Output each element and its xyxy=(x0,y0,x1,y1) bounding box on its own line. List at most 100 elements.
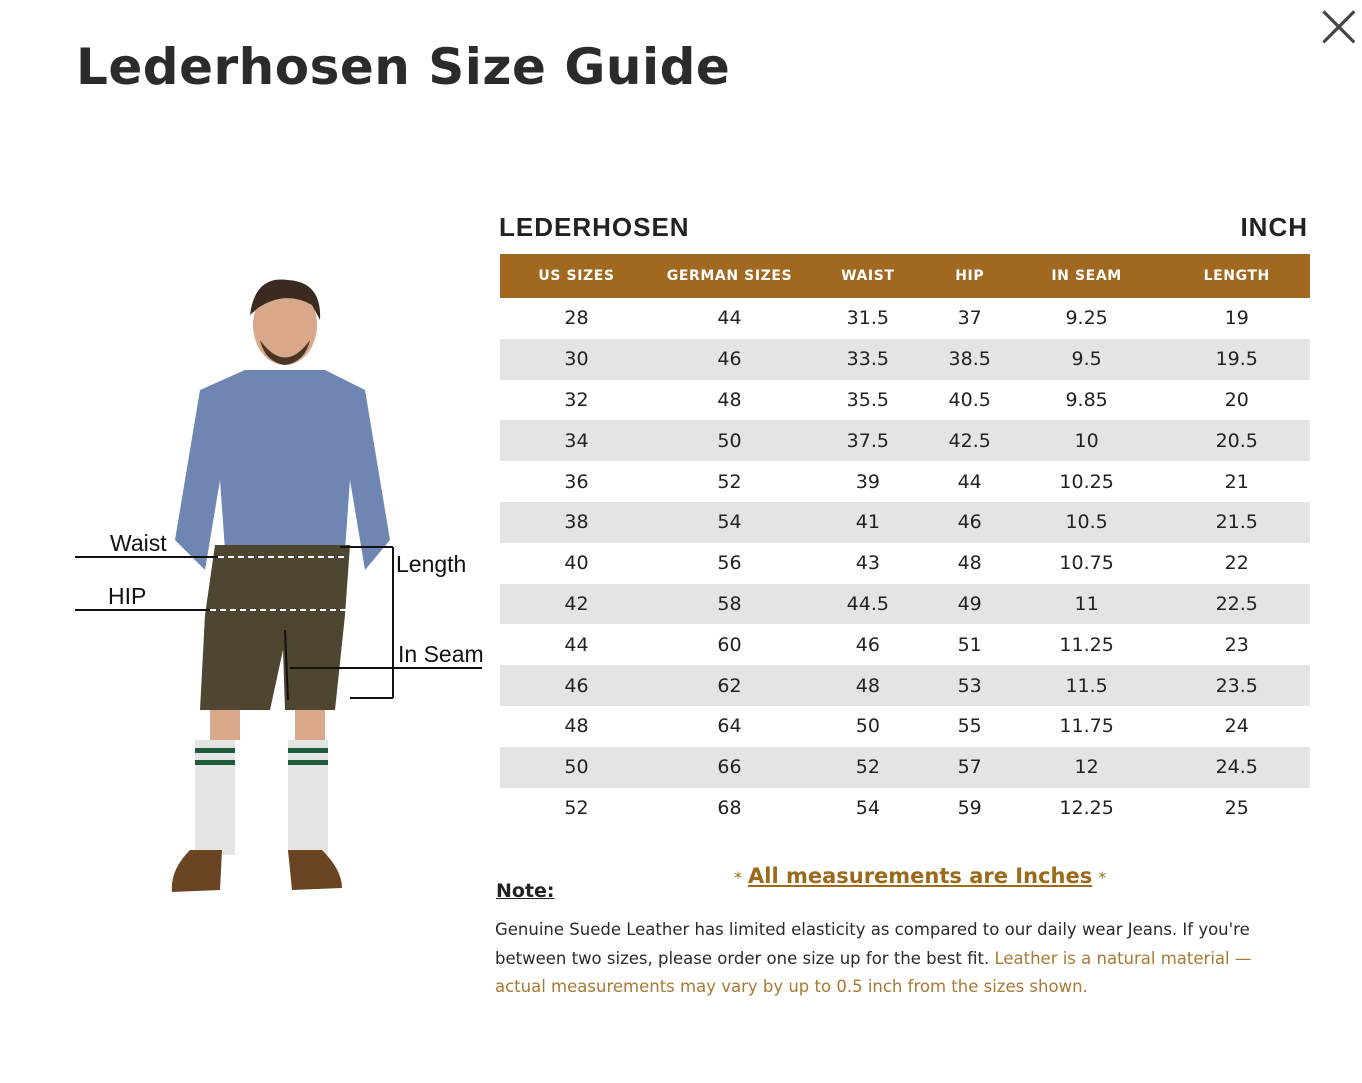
table-cell: 50 xyxy=(855,715,880,738)
table-cell: 24 xyxy=(1224,715,1249,738)
table-row: 38 54 41 46 10.5 21.5 xyxy=(500,501,1310,543)
table-cell: 56 xyxy=(717,552,742,575)
table-cell: 11.25 xyxy=(1059,633,1114,656)
table-row: 44 60 46 51 11.25 23 xyxy=(500,624,1310,665)
table-cell: 44 xyxy=(564,633,589,656)
sock-stripe xyxy=(288,748,328,753)
table-cell: 10.75 xyxy=(1059,552,1114,575)
table-cell: 39 xyxy=(855,470,880,493)
column-header: HIP xyxy=(929,254,1010,298)
table-cell: 20 xyxy=(1224,388,1249,411)
modal-title: Lederhosen Size Guide xyxy=(76,38,731,96)
header-row: US SIZES GERMAN SIZES WAIST HIP IN SEAM LENGT… xyxy=(500,254,1310,298)
table-cell: 52 xyxy=(564,796,589,819)
measure-guides xyxy=(210,556,350,611)
table-cell: 55 xyxy=(957,715,982,738)
sock-stripe xyxy=(288,760,328,765)
sock-stripe xyxy=(195,760,235,765)
table-cell: 22.5 xyxy=(1163,583,1310,625)
table-cell: 10.25 xyxy=(1059,470,1114,493)
table-row: 40 56 43 48 10.75 22 xyxy=(500,543,1310,584)
measurement-note: * All measurements are Inches * xyxy=(734,864,1106,889)
table-cell: 24.5 xyxy=(1163,746,1310,788)
table-cell: 31.5 xyxy=(846,307,889,330)
column-header: IN SEAM xyxy=(1009,254,1164,298)
shirt xyxy=(175,370,390,570)
table-cell: 46 xyxy=(500,665,653,706)
highlight-text: All measurements are Inches xyxy=(748,864,1093,888)
table-cell: 41 xyxy=(806,501,930,543)
leg xyxy=(210,710,240,740)
sock xyxy=(195,740,235,855)
column-header: LENGTH xyxy=(1163,254,1310,298)
table-cell: 51 xyxy=(957,633,982,656)
table-cell: 48 xyxy=(564,715,589,738)
hair xyxy=(250,279,321,320)
table-cell: 9.25 xyxy=(1065,307,1108,330)
table-row: 48 64 50 55 11.75 24 xyxy=(500,706,1310,747)
table-row: 42 58 44.5 49 11 22.5 xyxy=(500,583,1310,625)
table-cell: 43 xyxy=(855,552,880,575)
size-table: US SIZES GERMAN SIZES WAIST HIP IN SEAM LENGT… xyxy=(500,254,1310,828)
table-cell: 49 xyxy=(929,583,1010,625)
table-cell: 38.5 xyxy=(929,338,1010,380)
table-cell: 44.5 xyxy=(806,583,930,625)
note-body: Genuine Suede Leather has limited elasti… xyxy=(495,920,1250,968)
table-cell: 9.5 xyxy=(1009,338,1164,380)
table-cell: 54 xyxy=(653,501,806,543)
sock-stripe xyxy=(195,748,235,753)
table-cell: 22 xyxy=(1224,552,1249,575)
table-cell: 48 xyxy=(717,388,742,411)
table-cell: 33.5 xyxy=(806,338,930,380)
table-cell: 23.5 xyxy=(1163,665,1310,706)
sock xyxy=(288,740,328,855)
table-row: 34 50 37.5 42.5 10 20.5 xyxy=(500,420,1310,462)
table-row: 46 62 48 53 11.5 23.5 xyxy=(500,665,1310,706)
table-cell: 58 xyxy=(653,583,806,625)
table-cell: 19 xyxy=(1224,307,1249,330)
table-cell: 64 xyxy=(717,715,742,738)
table-body: 28 44 31.5 37 9.25 19 30 46 33.5 38.5 9.5 19.5 32 48 3… xyxy=(500,298,1310,828)
hip-label: HIP xyxy=(108,583,146,609)
table-cell: 59 xyxy=(957,796,982,819)
table-cell: 54 xyxy=(855,796,880,819)
table-row: 32 48 35.5 40.5 9.85 20 xyxy=(500,380,1310,421)
table-cell: 40 xyxy=(564,552,589,575)
table-cell: 68 xyxy=(717,796,742,819)
length-label: Length xyxy=(396,551,466,577)
table-row: 50 66 52 57 12 24.5 xyxy=(500,746,1310,788)
table-cell: 50 xyxy=(500,746,653,788)
table-cell: 44 xyxy=(717,307,742,330)
table-cell: 30 xyxy=(500,338,653,380)
table-cell: 23 xyxy=(1224,633,1249,656)
table-cell: 36 xyxy=(564,470,589,493)
table-cell: 37.5 xyxy=(806,420,930,462)
head xyxy=(253,285,317,365)
table-cell: 48 xyxy=(957,552,982,575)
table-cell: 48 xyxy=(806,665,930,706)
table-cell: 35.5 xyxy=(846,388,889,411)
table-cell: 50 xyxy=(653,420,806,462)
table-cell: 9.85 xyxy=(1065,388,1108,411)
close-button[interactable]: × xyxy=(1312,0,1362,58)
table-cell: 42 xyxy=(500,583,653,625)
beard xyxy=(260,340,310,365)
table-cell: 40.5 xyxy=(948,388,991,411)
in-seam-label: In Seam xyxy=(398,641,484,667)
column-header: US SIZES xyxy=(500,254,653,298)
shoe xyxy=(171,850,222,892)
table-cell: 37 xyxy=(957,307,982,330)
shorts xyxy=(200,545,350,710)
shoe xyxy=(288,850,342,890)
note-label: Note: xyxy=(496,880,555,902)
table-row: 30 46 33.5 38.5 9.5 19.5 xyxy=(500,338,1310,380)
table-cell: 11.5 xyxy=(1009,665,1164,706)
table-cell: 12 xyxy=(1009,746,1164,788)
note-text: Genuine Suede Leather has limited elasti… xyxy=(495,916,1295,1002)
table-cell: 21.5 xyxy=(1163,501,1310,543)
table-cell: 46 xyxy=(929,501,1010,543)
note-caution: Leather is a natural material — actual m… xyxy=(495,948,1252,997)
table-cell: 46 xyxy=(855,633,880,656)
table-cell: 57 xyxy=(929,746,1010,788)
